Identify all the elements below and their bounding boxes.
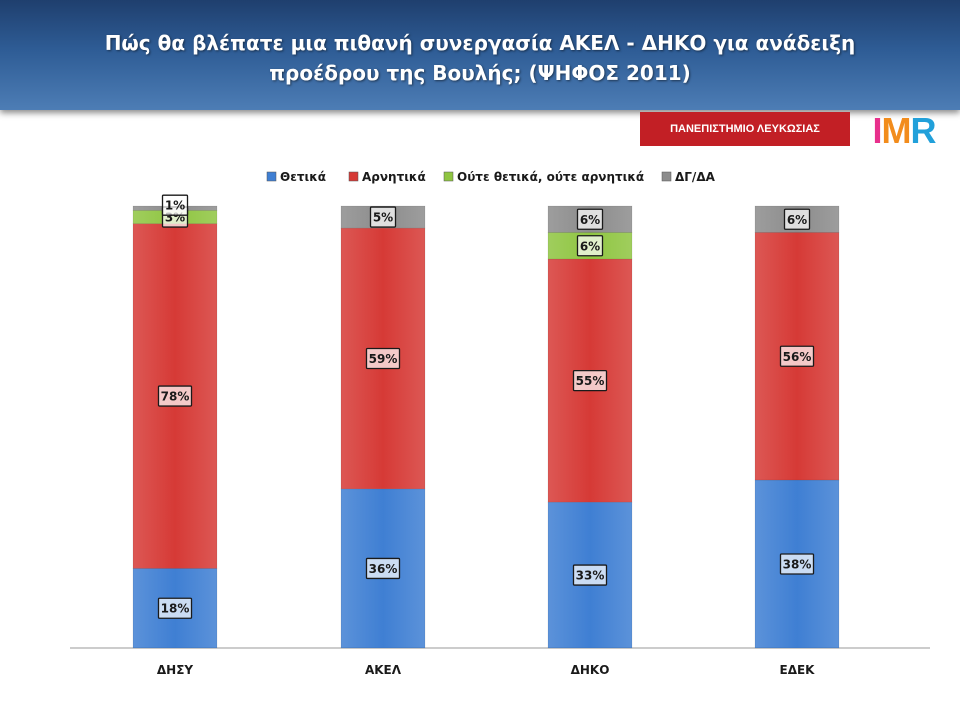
data-label-box-3-1 (572, 564, 608, 586)
data-label-box-3-3 (576, 235, 604, 257)
legend-swatch-2 (348, 171, 359, 182)
x-tick-label-3: ΔΗΚΟ (571, 663, 610, 677)
data-label-box-2-2 (365, 347, 401, 370)
university-badge: ΠΑΝΕΠΙΣΤΗΜΙΟ ΛΕΥΚΩΣΙΑΣ (640, 112, 850, 146)
data-label-box-3-2 (572, 369, 608, 392)
x-tick-label-1: ΔΗΣΥ (157, 663, 194, 677)
data-label-2-4: 5% (373, 211, 393, 225)
legend-label-4: ΔΓ/ΔΑ (675, 170, 716, 184)
legend-swatch-4 (661, 171, 672, 182)
data-label-4-4: 6% (787, 213, 807, 227)
data-label-3-4: 6% (580, 213, 600, 227)
x-tick-label-4: ΕΔΕΚ (780, 663, 816, 677)
data-label-1-4: 1% (165, 199, 185, 213)
header-bar: Πώς θα βλέπατε μια πιθανή συνεργασία ΑΚΕ… (0, 0, 960, 110)
page-title: Πώς θα βλέπατε μια πιθανή συνεργασία ΑΚΕ… (60, 28, 900, 88)
data-label-3-3: 6% (580, 239, 600, 253)
data-label-box-3-4 (576, 208, 604, 230)
legend-label-2: Αρνητικά (362, 170, 426, 184)
data-label-box-1-2 (157, 385, 193, 407)
data-label-box-4-2 (779, 345, 815, 367)
legend-swatch-3 (443, 171, 454, 182)
data-label-4-1: 38% (783, 558, 812, 572)
data-label-2-2: 59% (369, 352, 398, 366)
data-label-3-1: 33% (576, 569, 605, 583)
x-tick-label-2: ΑΚΕΛ (365, 663, 402, 677)
legend-label-1: Θετικά (280, 170, 326, 184)
page-title-line-2: προέδρου της Βουλής; (ΨΗΦΟΣ 2011) (269, 61, 691, 85)
data-label-box-1-1 (157, 597, 193, 619)
data-label-box-2-4 (369, 206, 397, 228)
data-label-1-1: 18% (161, 602, 190, 616)
data-label-4-2: 56% (783, 350, 812, 364)
data-label-box-1-4 (161, 194, 189, 216)
data-label-box-2-1 (365, 557, 401, 580)
svg-text:IMR: IMR (872, 110, 936, 150)
data-label-1-2: 78% (161, 390, 190, 404)
imr-logo: IMR (872, 110, 937, 150)
data-label-2-1: 36% (369, 562, 398, 576)
data-label-box-4-4 (783, 208, 811, 230)
legend-label-3: Ούτε θετικά, ούτε αρνητικά (457, 170, 644, 184)
data-label-box-4-1 (779, 553, 815, 575)
data-label-3-2: 55% (576, 374, 605, 388)
legend-swatch-1 (266, 171, 277, 182)
page-title-line-1: Πώς θα βλέπατε μια πιθανή συνεργασία ΑΚΕ… (104, 31, 856, 55)
